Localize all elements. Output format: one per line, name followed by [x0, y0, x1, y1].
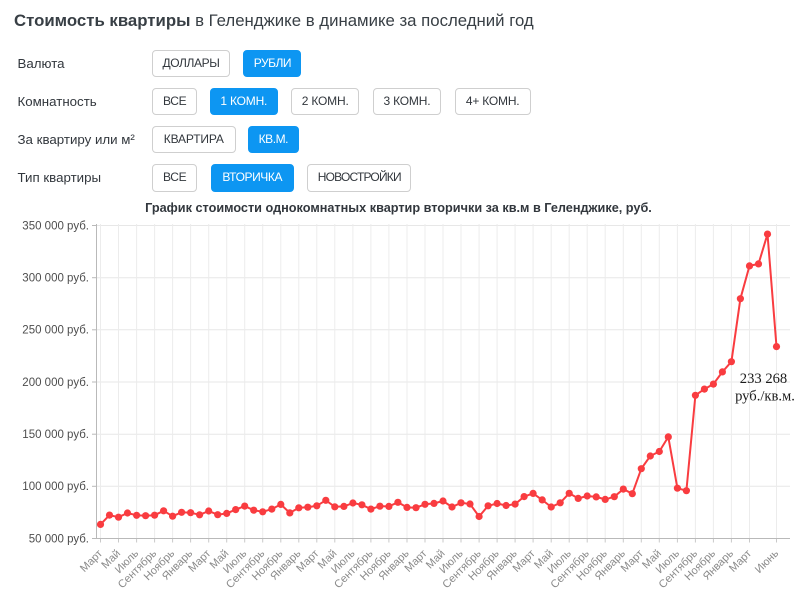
svg-text:руб./кв.м.: руб./кв.м. [735, 389, 795, 405]
svg-text:50 000 руб.: 50 000 руб. [29, 533, 89, 545]
svg-text:Июнь: Июнь [753, 547, 781, 575]
svg-text:150 000 руб.: 150 000 руб. [22, 429, 89, 441]
svg-text:300 000 руб.: 300 000 руб. [22, 273, 89, 285]
svg-text:350 000 руб.: 350 000 руб. [22, 220, 89, 232]
svg-text:200 000 руб.: 200 000 руб. [22, 377, 89, 389]
svg-text:233 268: 233 268 [740, 371, 787, 387]
svg-text:100 000 руб.: 100 000 руб. [22, 481, 89, 493]
svg-text:250 000 руб.: 250 000 руб. [22, 325, 89, 337]
